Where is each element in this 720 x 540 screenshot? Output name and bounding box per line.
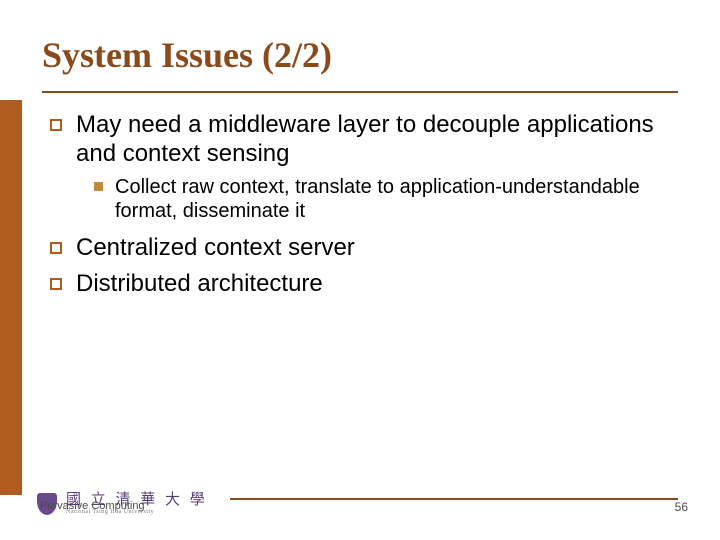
slide-title: System Issues (2/2) bbox=[42, 34, 682, 76]
footer-text: Pervasive Computing bbox=[40, 500, 145, 512]
title-area: System Issues (2/2) bbox=[42, 34, 682, 76]
bullet-text: Distributed architecture bbox=[76, 269, 323, 298]
bullet-level2: Collect raw context, translate to applic… bbox=[94, 175, 670, 224]
square-bullet-icon bbox=[50, 242, 62, 254]
accent-bar bbox=[0, 100, 22, 495]
bullet-text: Centralized context server bbox=[76, 233, 355, 262]
slide: System Issues (2/2) May need a middlewar… bbox=[0, 0, 720, 540]
bullet-level1: Centralized context server bbox=[50, 233, 670, 262]
bullet-text: May need a middleware layer to decouple … bbox=[76, 110, 670, 169]
bullet-level1: May need a middleware layer to decouple … bbox=[50, 110, 670, 169]
footer-rule bbox=[230, 498, 678, 500]
title-rule bbox=[42, 91, 678, 93]
body-content: May need a middleware layer to decouple … bbox=[50, 110, 670, 304]
bullet-text: Collect raw context, translate to applic… bbox=[115, 175, 670, 224]
page-number: 56 bbox=[675, 500, 688, 514]
square-bullet-icon bbox=[50, 119, 62, 131]
square-fill-bullet-icon bbox=[94, 182, 103, 191]
bullet-level1: Distributed architecture bbox=[50, 269, 670, 298]
square-bullet-icon bbox=[50, 278, 62, 290]
